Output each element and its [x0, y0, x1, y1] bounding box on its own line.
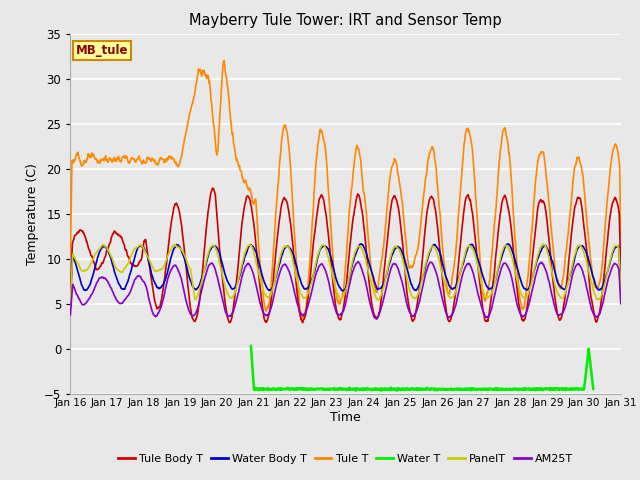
X-axis label: Time: Time: [330, 411, 361, 424]
Legend: Tule Body T, Water Body T, Tule T, Water T, PanelT, AM25T: Tule Body T, Water Body T, Tule T, Water…: [113, 450, 578, 468]
Text: MB_tule: MB_tule: [76, 44, 129, 58]
Y-axis label: Temperature (C): Temperature (C): [26, 163, 38, 264]
Title: Mayberry Tule Tower: IRT and Sensor Temp: Mayberry Tule Tower: IRT and Sensor Temp: [189, 13, 502, 28]
